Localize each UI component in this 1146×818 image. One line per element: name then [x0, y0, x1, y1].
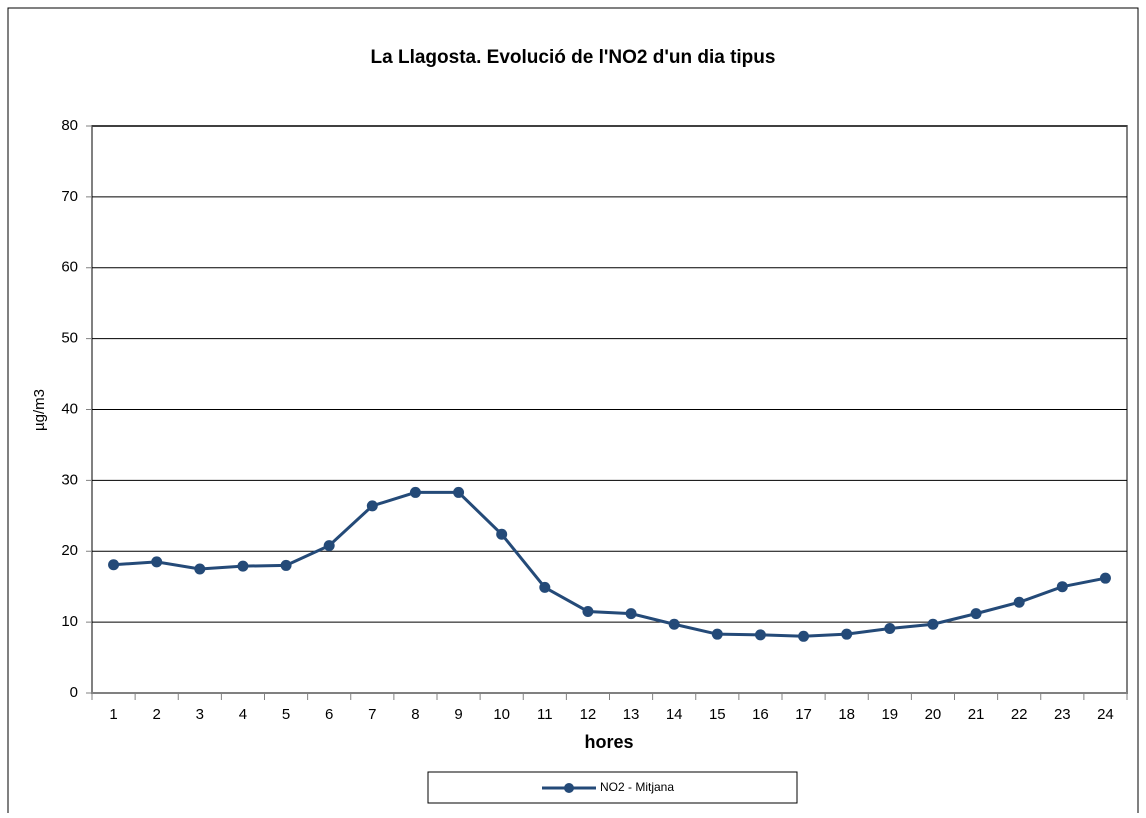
x-tick-label: 16	[752, 706, 769, 723]
x-tick-label: 1	[109, 706, 117, 723]
x-tick-label: 3	[196, 706, 204, 723]
series-line	[113, 490, 1106, 638]
data-point	[280, 559, 292, 571]
y-tick-label: 60	[61, 259, 78, 276]
y-axis-label: µg/m3	[31, 389, 48, 431]
x-tick-label: 4	[239, 706, 247, 723]
x-tick-label: 23	[1054, 706, 1071, 723]
legend	[427, 771, 798, 804]
y-tick-label: 40	[61, 400, 78, 417]
x-tick-label: 24	[1097, 706, 1114, 723]
data-point	[1056, 581, 1068, 593]
x-tick-label: 11	[537, 706, 553, 723]
data-point	[496, 528, 508, 540]
y-tick-label: 0	[70, 684, 78, 701]
data-point	[711, 628, 723, 640]
x-tick-label: 10	[493, 706, 510, 723]
data-point	[970, 608, 982, 620]
chart-title: La Llagosta. Evolució de l'NO2 d'un dia …	[371, 47, 776, 68]
x-tick-label: 15	[709, 706, 726, 723]
data-point	[1013, 596, 1025, 608]
y-tick-label: 10	[61, 613, 78, 630]
x-tick-label: 12	[580, 706, 597, 723]
y-tick-label: 20	[61, 542, 78, 559]
data-point	[151, 556, 163, 568]
x-tick-label: 21	[968, 706, 985, 723]
data-point	[539, 581, 551, 593]
y-tick-label: 70	[61, 188, 78, 205]
data-point	[582, 605, 594, 617]
data-point	[409, 486, 421, 498]
data-point	[366, 500, 378, 512]
x-tick-label: 5	[282, 706, 290, 723]
y-tick-label: 50	[61, 330, 78, 347]
legend-label: NO2 - Mitjana	[600, 780, 674, 794]
x-axis-label: hores	[584, 732, 633, 752]
data-point	[108, 559, 120, 571]
data-point	[323, 540, 335, 552]
y-tick-label: 80	[61, 117, 78, 134]
x-tick-label: 18	[838, 706, 855, 723]
data-point	[1099, 572, 1111, 584]
x-tick-label: 13	[623, 706, 640, 723]
data-point	[798, 630, 810, 642]
data-point	[453, 486, 465, 498]
data-point	[625, 608, 637, 620]
x-tick-label: 9	[454, 706, 462, 723]
x-tick-label: 19	[881, 706, 898, 723]
data-point	[668, 618, 680, 630]
data-point	[884, 623, 896, 635]
data-point	[754, 629, 766, 641]
data-point	[237, 560, 249, 572]
data-point	[194, 563, 206, 575]
data-point	[927, 618, 939, 630]
x-tick-label: 7	[368, 706, 376, 723]
x-tick-label: 17	[795, 706, 812, 723]
x-tick-label: 14	[666, 706, 683, 723]
x-tick-label: 8	[411, 706, 419, 723]
y-tick-label: 30	[61, 471, 78, 488]
x-tick-label: 6	[325, 706, 333, 723]
legend-marker	[564, 783, 574, 793]
data-point	[841, 628, 853, 640]
x-tick-label: 22	[1011, 706, 1028, 723]
x-tick-label: 20	[925, 706, 942, 723]
x-tick-label: 2	[153, 706, 161, 723]
